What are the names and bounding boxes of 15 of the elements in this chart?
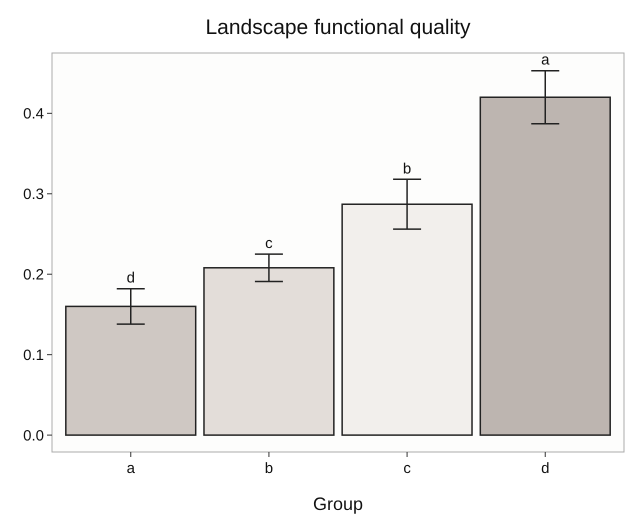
y-tick-label: 0.2 (23, 266, 44, 284)
annotation: a (541, 52, 550, 69)
x-tick-label: b (264, 460, 274, 477)
y-tick-label: 0.0 (23, 427, 44, 444)
annotation: d (126, 270, 135, 287)
chart-title: Landscape functional quality (205, 16, 472, 39)
y-tick-label: 0.3 (23, 186, 44, 204)
y-tick-label: 0.4 (23, 106, 44, 123)
x-tick-label: a (126, 460, 136, 477)
x-tick-label: c (403, 460, 412, 477)
annotation: c (265, 235, 274, 252)
y-tick-label: 0.1 (23, 346, 44, 364)
x-tick-label: d (541, 460, 550, 477)
annotation: b (402, 160, 412, 178)
x-axis-title: Group (312, 494, 364, 514)
